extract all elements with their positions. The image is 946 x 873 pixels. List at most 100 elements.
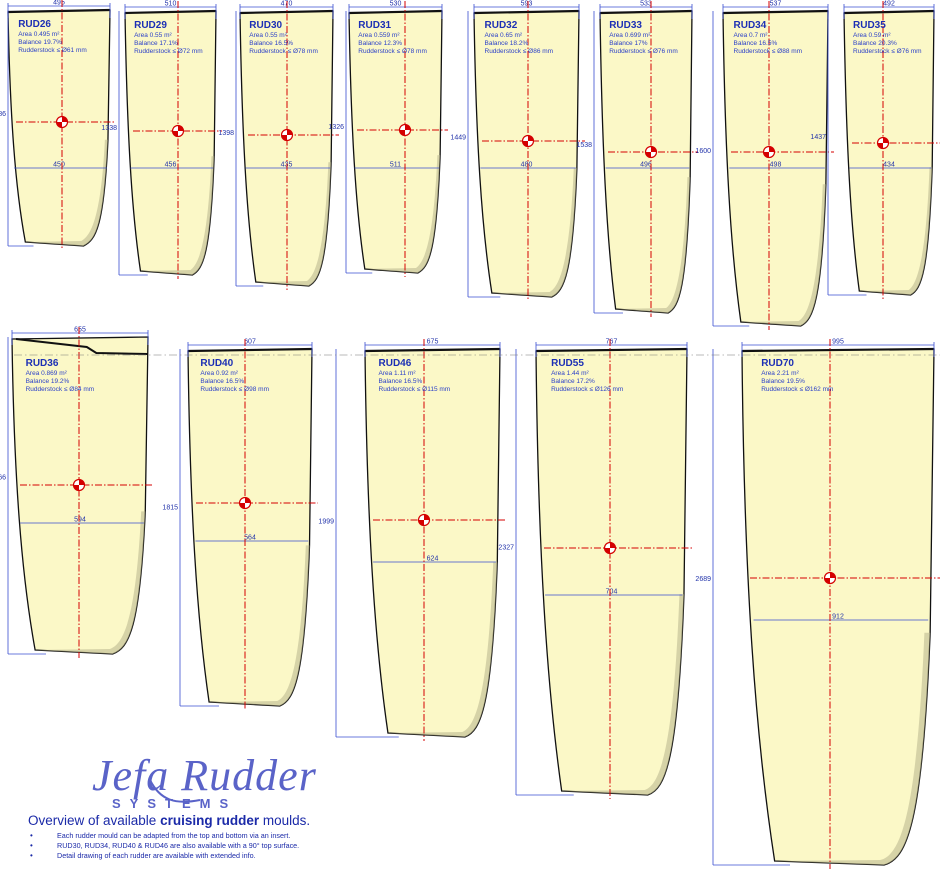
- mid-width-label: 912: [832, 614, 844, 621]
- top-width-label: 495: [53, 0, 65, 7]
- rudder-name: RUD33: [609, 20, 642, 31]
- height-label: 1326: [328, 124, 344, 131]
- caption-title: Overview of available cruising rudder mo…: [28, 813, 548, 828]
- rudder-blade: [535, 348, 688, 796]
- rudder-top-edge: [535, 347, 688, 353]
- centre-marker-icon: [55, 115, 69, 129]
- height-label: 1538: [576, 142, 592, 149]
- centre-marker-icon: [876, 136, 890, 150]
- rudder-name: RUD40: [200, 358, 233, 369]
- rudder-name: RUD55: [551, 358, 584, 369]
- centre-marker-icon: [417, 513, 431, 527]
- rudder-top-edge: [722, 9, 829, 15]
- rudder-name: RUD29: [134, 20, 167, 31]
- centre-marker-icon: [171, 124, 185, 138]
- rudder-balance: Balance 18.2%: [485, 40, 529, 47]
- height-label: 1398: [218, 130, 234, 137]
- rudder-stock: Rudderstock ≤ Ø76 mm: [609, 48, 678, 55]
- rudder-stock: Rudderstock ≤ Ø126 mm: [551, 386, 623, 393]
- rudder-balance: Balance 17%: [609, 40, 648, 47]
- rudder-balance: Balance 16.5%: [734, 40, 778, 47]
- rudder-blade: [364, 348, 501, 738]
- top-width-label: 607: [244, 339, 256, 346]
- rudder-stock: Rudderstock ≤ Ø72 mm: [134, 48, 203, 55]
- rudder-name: RUD35: [853, 20, 886, 31]
- rudder-area: Area 0.869 m²: [26, 370, 68, 377]
- height-label: 1600: [695, 148, 711, 155]
- rudder-top-edge: [348, 9, 443, 15]
- notes-list: Each rudder mould can be adapted from th…: [28, 831, 548, 862]
- rudder-area: Area 2.21 m²: [761, 370, 799, 377]
- centre-marker-icon: [644, 145, 658, 159]
- mid-width-label: 498: [770, 162, 782, 169]
- rudder-blade: [187, 348, 313, 707]
- height-label: 1437: [810, 134, 826, 141]
- rudder-stock: Rudderstock ≤ Ø61 mm: [18, 47, 87, 54]
- note-item: Detail drawing of each rudder are availa…: [28, 851, 548, 861]
- rudder-name: RUD32: [485, 20, 518, 31]
- rudder-area: Area 0.55 m²: [249, 32, 287, 39]
- mid-width-label: 450: [53, 162, 65, 169]
- top-width-label: 530: [390, 1, 402, 8]
- height-label: 1999: [318, 519, 334, 526]
- top-width-label: 510: [165, 1, 177, 8]
- rudder-area: Area 0.559 m²: [358, 32, 400, 39]
- centre-marker-icon: [398, 123, 412, 137]
- mid-width-label: 624: [427, 556, 439, 563]
- rudder-balance: Balance 17.1%: [134, 40, 178, 47]
- rudder-name: RUD36: [26, 358, 59, 369]
- rudder-top-edge: [187, 347, 313, 353]
- rudder-area: Area 0.699 m²: [609, 32, 651, 39]
- top-width-label: 995: [832, 339, 844, 346]
- mid-width-label: 564: [244, 535, 256, 542]
- rudder-top-edge: [364, 347, 501, 353]
- rudder-top-edge: [741, 347, 935, 353]
- caption: Overview of available cruising rudder mo…: [28, 813, 548, 862]
- rudder-balance: Balance 16.5%: [379, 378, 423, 385]
- rudder-balance: Balance 16.5%: [249, 40, 293, 47]
- rudder-name: RUD26: [18, 19, 51, 30]
- mid-width-label: 456: [165, 162, 177, 169]
- caption-prefix: Overview of available: [28, 813, 161, 828]
- rudder-balance: Balance 16.5%: [200, 378, 244, 385]
- height-label: 1566: [0, 475, 6, 482]
- rudder-name: RUD34: [734, 20, 767, 31]
- top-width-label: 655: [74, 327, 86, 334]
- rudder-balance: Balance 20.3%: [853, 40, 897, 47]
- rudder-area: Area 0.7 m²: [734, 32, 769, 39]
- height-label: 2689: [695, 576, 711, 583]
- rudder-name: RUD46: [379, 358, 412, 369]
- rudder-top-edge: [124, 9, 217, 15]
- top-width-label: 533: [640, 1, 652, 8]
- height-label: 1186: [0, 111, 6, 118]
- centre-marker-icon: [823, 571, 837, 585]
- rudder-stock: Rudderstock ≤ Ø88 mm: [734, 48, 803, 55]
- rudder-stock: Rudderstock ≤ Ø86 mm: [485, 48, 554, 55]
- rudder-area: Area 1.11 m²: [379, 370, 417, 377]
- centre-marker-icon: [72, 478, 86, 492]
- rudder-area: Area 0.495 m²: [18, 31, 60, 38]
- logo-sub-text: SYSTEMS: [112, 796, 237, 811]
- rudder-top-edge: [473, 9, 580, 15]
- rudder-top-edge: [599, 9, 693, 15]
- mid-width-label: 480: [521, 162, 533, 169]
- top-width-label: 593: [521, 1, 533, 8]
- rudder-blade: [741, 348, 935, 866]
- caption-suffix: moulds.: [259, 813, 311, 828]
- centre-marker-icon: [521, 134, 535, 148]
- rudder-stock: Rudderstock ≤ Ø115 mm: [379, 386, 451, 393]
- rudder-area: Area 0.59 m²: [853, 32, 891, 39]
- rudder-balance: Balance 19.2%: [26, 378, 70, 385]
- rudder-stock: Rudderstock ≤ Ø162 mm: [761, 386, 833, 393]
- rudder-top-edge: [843, 9, 935, 15]
- rudder-blade: [722, 10, 829, 327]
